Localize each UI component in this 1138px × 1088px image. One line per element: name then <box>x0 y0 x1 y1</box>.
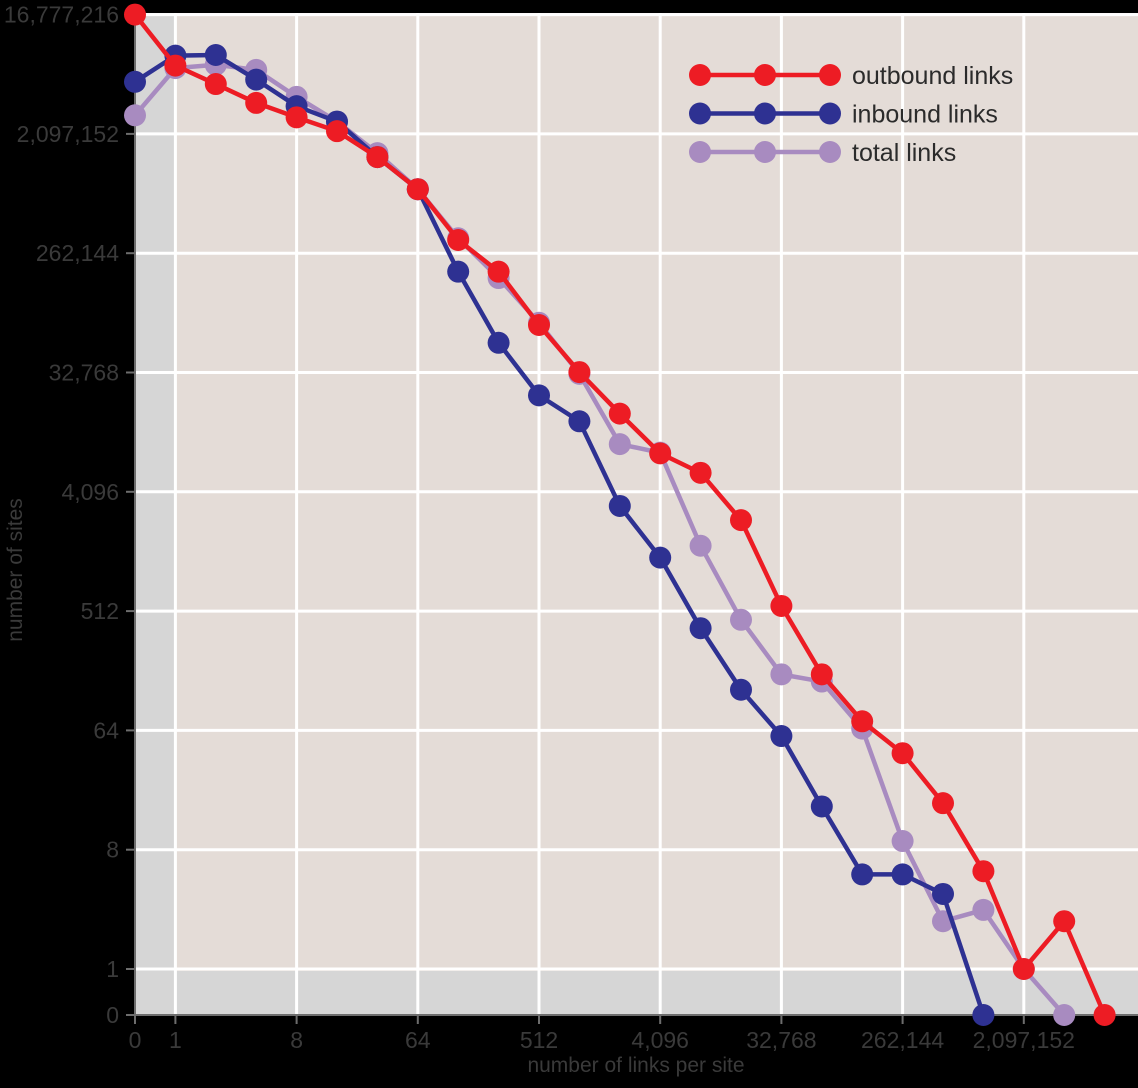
y-tick-label: 0 <box>106 1002 119 1028</box>
legend-swatch-marker <box>819 64 841 86</box>
legend-swatch-marker <box>754 102 776 125</box>
plot-background-layer <box>135 13 1138 1015</box>
series-line <box>132 52 986 1018</box>
legend-swatch-marker <box>754 141 776 163</box>
data-point-marker <box>851 710 874 733</box>
data-point-marker <box>204 43 227 66</box>
data-point-marker <box>891 830 914 853</box>
x-axis-tick-labels: 0 1 8 64 512 4,096 32,768 262,144 2,097,152 <box>129 1027 1075 1053</box>
data-point-marker <box>245 68 268 91</box>
y-tick-label: 1 <box>106 956 119 982</box>
data-point-marker <box>608 433 631 456</box>
data-point-marker <box>568 410 591 433</box>
data-point-marker <box>730 509 752 532</box>
data-point-marker <box>124 104 146 127</box>
data-point-marker <box>366 146 389 169</box>
data-point-marker <box>285 106 308 129</box>
data-point-marker <box>770 594 793 617</box>
data-point-marker <box>770 663 793 686</box>
legend-entry-label: inbound links <box>852 101 998 129</box>
data-point-marker <box>972 898 995 921</box>
data-point-marker <box>1012 958 1035 980</box>
legend-swatch-marker <box>689 64 711 86</box>
x-tick-label: 8 <box>290 1027 303 1053</box>
y-tick-label: 32,768 <box>49 360 119 386</box>
data-point-marker <box>487 331 510 354</box>
data-point-marker <box>608 402 631 425</box>
data-point-marker <box>891 742 914 765</box>
data-point-marker <box>164 54 187 77</box>
x-tick-label: 64 <box>405 1027 431 1053</box>
data-point-marker <box>245 91 268 114</box>
horizontal-gridlines <box>135 13 1138 971</box>
data-point-marker <box>810 663 833 686</box>
y-tick-label: 64 <box>93 717 119 743</box>
x-axis-title: number of links per site <box>527 1054 744 1077</box>
legend-swatch-marker <box>819 102 841 125</box>
data-point-marker <box>1093 1004 1116 1026</box>
legend-entry-label: outbound links <box>852 62 1013 90</box>
y-tick-label: 262,144 <box>36 240 119 266</box>
data-point-marker <box>932 792 954 815</box>
data-point-marker <box>1053 1004 1076 1026</box>
legend-swatch-marker <box>754 64 776 86</box>
y-tick-label: 8 <box>106 837 119 863</box>
y-axis-title: number of sites <box>4 498 27 642</box>
x-tick-label: 0 <box>129 1027 142 1053</box>
legend-entry-label: total links <box>852 139 956 167</box>
zero-column-band <box>135 13 175 1015</box>
y-tick-label: 512 <box>81 598 119 624</box>
data-point-marker <box>528 384 550 407</box>
y-tick-label: 2,097,152 <box>17 121 119 147</box>
data-point-marker <box>447 228 470 251</box>
data-point-marker <box>810 795 833 818</box>
x-tick-label: 262,144 <box>861 1027 944 1053</box>
data-point-marker <box>649 546 672 569</box>
data-point-marker <box>689 617 712 640</box>
y-tick-label: 4,096 <box>61 479 119 505</box>
data-point-marker <box>689 534 712 557</box>
data-point-marker <box>204 73 227 96</box>
x-tick-label: 512 <box>520 1027 558 1053</box>
data-point-marker <box>730 608 752 631</box>
x-tick-label: 1 <box>169 1027 182 1053</box>
y-axis-tick-labels: 0 1 8 64 512 4,096 32,768 262,144 2,097,152 16,77… <box>4 2 119 1028</box>
data-point-marker <box>528 313 550 336</box>
chart-legend: outbound links inbound links total links <box>689 62 1013 167</box>
data-point-marker <box>972 860 995 883</box>
data-point-marker <box>1053 910 1076 933</box>
data-point-marker <box>932 882 954 905</box>
x-tick-label: 4,096 <box>631 1027 689 1053</box>
data-point-marker <box>770 725 793 748</box>
data-point-marker <box>689 461 712 484</box>
data-point-marker <box>891 863 914 886</box>
y-tick-label: 16,777,216 <box>4 2 119 28</box>
data-point-marker <box>406 178 429 201</box>
data-point-marker <box>972 1004 995 1026</box>
legend-swatch-marker <box>689 102 711 125</box>
data-point-marker <box>649 442 672 465</box>
legend-swatch-marker <box>689 141 711 163</box>
data-point-marker <box>730 678 752 701</box>
data-point-marker <box>124 70 146 93</box>
y-axis-tick-marks <box>126 13 135 1016</box>
data-point-marker <box>487 260 510 283</box>
legend-swatch-marker <box>819 141 841 163</box>
x-tick-label: 32,768 <box>746 1027 816 1053</box>
x-axis-tick-marks <box>134 1015 1025 1024</box>
data-point-marker <box>447 260 470 283</box>
data-point-marker <box>124 3 146 26</box>
series-outbound-links <box>124 3 1116 1026</box>
data-point-marker <box>326 120 348 143</box>
data-point-marker <box>851 863 874 886</box>
data-series-layer <box>124 3 1116 1026</box>
data-point-marker <box>568 361 591 384</box>
axis-lines <box>134 13 1138 1016</box>
data-point-marker <box>608 494 631 517</box>
x-tick-label: 2,097,152 <box>973 1027 1075 1053</box>
